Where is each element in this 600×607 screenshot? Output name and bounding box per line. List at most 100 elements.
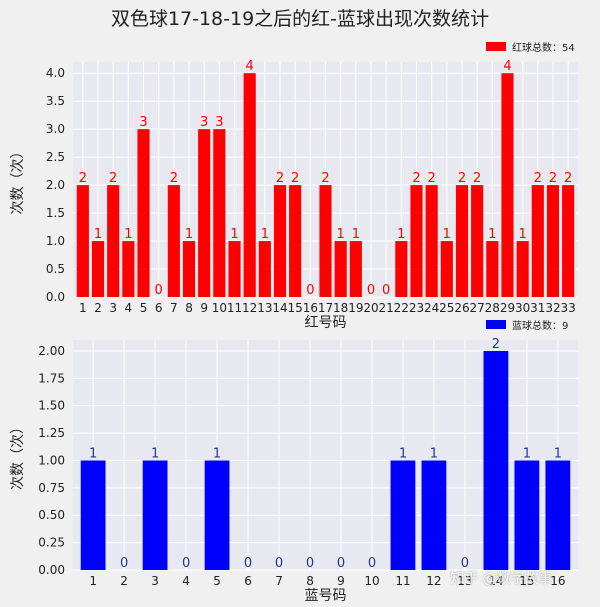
red-x-tick-label: 19 <box>348 301 363 315</box>
red-bar <box>258 241 271 297</box>
blue-data-label: 1 <box>151 446 159 461</box>
red-x-tick-label: 16 <box>303 301 318 315</box>
red-data-label: 2 <box>170 171 178 186</box>
red-bar <box>440 241 453 297</box>
red-data-label: 0 <box>155 283 163 298</box>
red-x-tick-label: 28 <box>485 301 500 315</box>
red-data-label: 2 <box>473 171 481 186</box>
red-x-tick-label: 23 <box>409 301 424 315</box>
blue-bar <box>390 460 416 570</box>
blue-y-tick-label: 0.00 <box>38 563 65 577</box>
red-data-label: 1 <box>352 227 360 242</box>
blue-legend-swatch <box>486 320 506 329</box>
red-x-tick-label: 14 <box>272 301 287 315</box>
chart-title: 双色球17-18-19之后的红-蓝球出现次数统计 <box>110 8 490 30</box>
red-bar <box>243 73 256 297</box>
red-bar <box>425 185 438 297</box>
red-x-tick-label: 10 <box>212 301 227 315</box>
red-data-label: 2 <box>428 171 436 186</box>
blue-y-tick-label: 1.25 <box>38 426 65 440</box>
red-bar <box>531 185 544 297</box>
red-bar <box>107 185 120 297</box>
blue-y-tick-label: 1.75 <box>38 371 65 385</box>
blue-data-label: 1 <box>430 446 438 461</box>
red-x-tick-label: 5 <box>140 301 148 315</box>
red-data-label: 1 <box>94 227 102 242</box>
red-data-label: 2 <box>321 171 329 186</box>
red-bar <box>334 241 347 297</box>
blue-bar <box>142 460 168 570</box>
red-y-tick-label: 3.5 <box>46 94 65 108</box>
blue-data-label: 1 <box>399 446 407 461</box>
blue-y-axis-label: 次数（次） <box>10 420 26 490</box>
blue-x-tick-label: 14 <box>488 574 503 588</box>
red-data-label: 1 <box>488 227 496 242</box>
blue-legend-label: 蓝球总数：9 <box>512 319 568 332</box>
red-y-tick-label: 1.0 <box>46 234 65 248</box>
blue-bar <box>421 460 447 570</box>
red-bar <box>167 185 180 297</box>
red-bar <box>76 185 89 297</box>
red-data-label: 1 <box>261 227 269 242</box>
red-x-tick-label: 17 <box>318 301 333 315</box>
red-data-label: 2 <box>276 171 284 186</box>
red-legend-label: 红球总数：54 <box>512 41 575 54</box>
blue-data-label: 1 <box>554 446 562 461</box>
red-x-tick-label: 18 <box>333 301 348 315</box>
blue-x-tick-label: 7 <box>275 574 283 588</box>
red-y-tick-label: 2.0 <box>46 178 65 192</box>
red-x-tick-label: 26 <box>454 301 469 315</box>
blue-data-label: 1 <box>523 446 531 461</box>
red-legend-swatch <box>486 42 506 51</box>
blue-bar <box>204 460 230 570</box>
red-data-label: 1 <box>185 227 193 242</box>
red-bar <box>562 185 575 297</box>
red-data-label: 1 <box>337 227 345 242</box>
red-bar <box>319 185 332 297</box>
blue-data-label: 0 <box>275 556 283 571</box>
red-data-label: 2 <box>109 171 117 186</box>
blue-y-tick-label: 1.50 <box>38 399 65 413</box>
red-x-tick-label: 15 <box>288 301 303 315</box>
red-data-label: 1 <box>397 227 405 242</box>
red-x-tick-label: 33 <box>561 301 576 315</box>
red-bar <box>273 185 287 297</box>
red-x-tick-label: 11 <box>227 301 242 315</box>
blue-x-tick-label: 3 <box>151 574 159 588</box>
blue-x-tick-label: 1 <box>89 574 97 588</box>
blue-data-label: 1 <box>89 446 97 461</box>
red-x-tick-label: 21 <box>379 301 394 315</box>
red-x-tick-label: 8 <box>185 301 193 315</box>
blue-x-tick-label: 4 <box>182 574 190 588</box>
red-y-tick-label: 3.0 <box>46 122 65 136</box>
red-bar <box>213 129 226 297</box>
red-y-tick-label: 0.5 <box>46 262 65 276</box>
red-bar <box>228 241 241 297</box>
red-bar <box>471 185 484 297</box>
blue-x-tick-label: 8 <box>306 574 314 588</box>
blue-y-tick-label: 0.50 <box>38 508 65 522</box>
blue-y-tick-label: 0.25 <box>38 536 65 550</box>
blue-bar <box>514 460 540 570</box>
blue-y-tick-label: 1.00 <box>38 453 65 467</box>
red-x-tick-label: 32 <box>545 301 560 315</box>
blue-data-label: 0 <box>337 556 345 571</box>
red-bar <box>198 129 211 297</box>
red-x-tick-label: 27 <box>470 301 485 315</box>
red-x-tick-label: 1 <box>79 301 87 315</box>
red-x-axis-label: 红号码 <box>305 315 347 331</box>
red-x-tick-label: 31 <box>530 301 545 315</box>
red-data-label: 1 <box>124 227 132 242</box>
blue-data-label: 0 <box>461 556 469 571</box>
red-data-label: 4 <box>246 59 254 74</box>
red-data-label: 2 <box>79 171 87 186</box>
red-data-label: 2 <box>549 171 557 186</box>
red-data-label: 2 <box>564 171 572 186</box>
blue-ball-chart: 0.000.250.500.751.001.251.501.752.001102… <box>10 319 578 604</box>
blue-x-tick-label: 9 <box>337 574 345 588</box>
red-y-tick-label: 1.5 <box>46 206 65 220</box>
red-x-tick-label: 2 <box>94 301 102 315</box>
blue-data-label: 1 <box>213 446 221 461</box>
red-data-label: 1 <box>443 227 451 242</box>
